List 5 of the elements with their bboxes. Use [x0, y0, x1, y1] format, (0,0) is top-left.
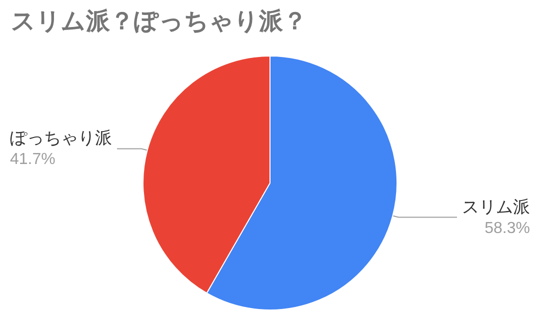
data-label: 41.7%	[10, 151, 56, 168]
data-label: 58.3%	[484, 220, 530, 237]
slice-label: ぽっちゃり派	[10, 128, 112, 149]
chart-title: スリム派？ぽっちゃり派？	[11, 7, 307, 35]
slice-label: スリム派	[462, 197, 530, 218]
